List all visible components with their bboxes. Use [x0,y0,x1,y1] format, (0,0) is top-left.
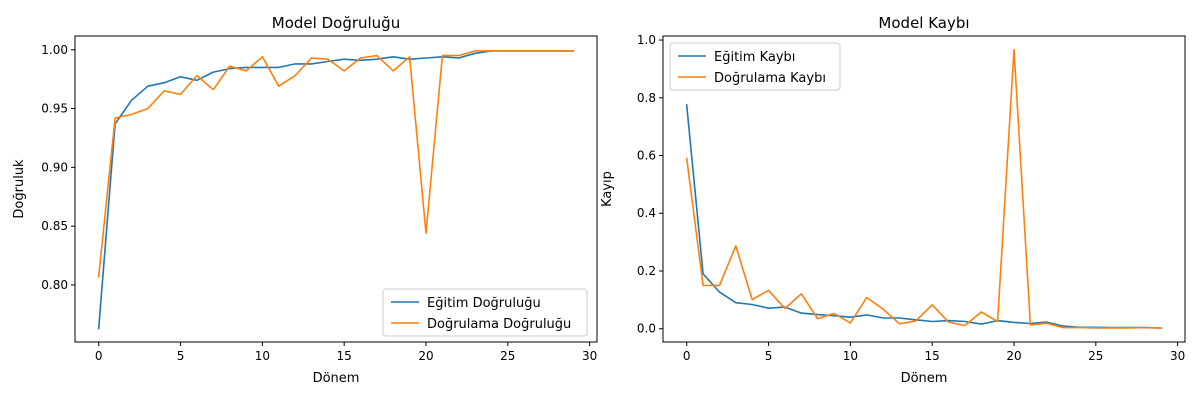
x-tick-label: 5 [177,349,185,363]
y-tick-label: 1.0 [637,33,656,47]
x-tick-label: 30 [582,349,597,363]
plot-area-frame [662,35,1186,343]
y-tick-label: 0.0 [637,322,656,336]
x-axis-label: Dönem [313,371,360,386]
x-tick-label: 0 [95,349,103,363]
plot-area-frame [74,35,598,343]
x-tick-label: 5 [765,349,773,363]
x-tick-label: 25 [1088,349,1103,363]
chart-title: Model Kaybı [878,14,969,32]
legend-label: Doğrulama Kaybı [714,71,826,86]
y-tick-label: 0.80 [41,278,68,292]
legend-label: Doğrulama Doğruluğu [427,317,571,332]
x-axis-label: Dönem [901,371,948,386]
y-tick-label: 0.4 [637,206,656,220]
y-tick-label: 0.90 [41,160,68,174]
x-tick-label: 25 [500,349,515,363]
series-line-validation [685,48,1163,329]
y-tick-label: 0.6 [637,149,656,163]
x-tick-label: 20 [1006,349,1021,363]
legend-label: Eğitim Doğruluğu [427,296,541,311]
y-tick-label: 0.8 [637,91,656,105]
series-line-train [685,104,1163,329]
y-tick-label: 0.2 [637,264,656,278]
series-line-validation [97,50,575,278]
y-tick-label: 0.95 [41,102,68,116]
x-tick-label: 30 [1170,349,1185,363]
x-tick-label: 15 [337,349,352,363]
y-tick-label: 0.85 [41,219,68,233]
legend-label: Eğitim Kaybı [714,50,795,65]
x-tick-label: 10 [843,349,858,363]
x-tick-label: 10 [255,349,270,363]
chart-title: Model Doğruluğu [272,14,400,32]
legend: Eğitim Kaybı Doğrulama Kaybı [669,42,841,91]
y-axis-label: Doğruluk [12,159,27,219]
y-tick-label: 1.00 [41,43,68,57]
legend-box [669,42,841,91]
x-tick-label: 20 [418,349,433,363]
x-tick-label: 0 [683,349,691,363]
legend-box [382,288,588,337]
y-axis-label: Kayıp [600,171,615,207]
loss-chart: Model Kaybı 0 5 10 15 20 25 30 0.0 0.2 0.4 0.6 0.8 1.… [600,14,1186,386]
legend: Eğitim Doğruluğu Doğrulama Doğruluğu [382,288,588,337]
accuracy-chart: Model Doğruluğu 0 5 10 15 20 25 30 0.80 0.85 0.90 0… [12,14,598,386]
x-tick-label: 15 [925,349,940,363]
